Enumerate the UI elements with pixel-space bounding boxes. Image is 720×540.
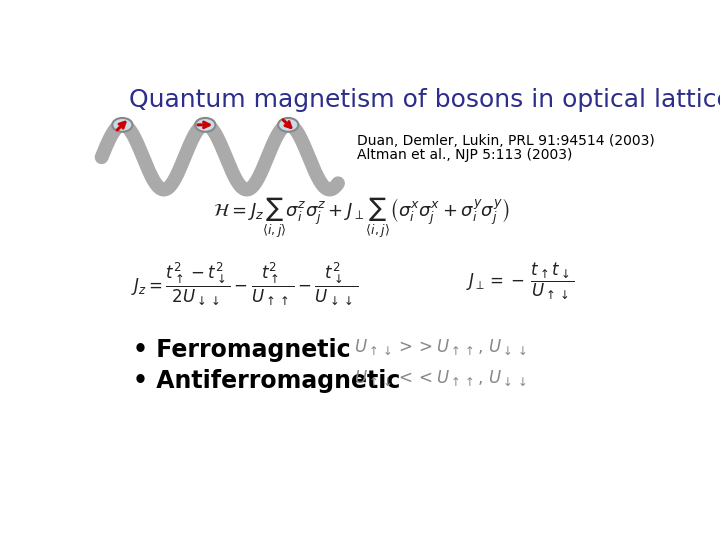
Text: • Antiferromagnetic: • Antiferromagnetic	[132, 369, 400, 393]
Ellipse shape	[278, 118, 298, 132]
Text: $J_\perp = -\, \dfrac{t_\uparrow t_\downarrow}{U_{\uparrow\downarrow}}$: $J_\perp = -\, \dfrac{t_\uparrow t_\down…	[466, 261, 575, 302]
Text: Duan, Demler, Lukin, PRL 91:94514 (2003): Duan, Demler, Lukin, PRL 91:94514 (2003)	[357, 134, 655, 148]
Ellipse shape	[112, 118, 132, 132]
Ellipse shape	[195, 118, 215, 132]
Text: $J_z = \dfrac{t_\uparrow^2 - t_\downarrow^2}{2U_{\downarrow\downarrow}} - \dfrac: $J_z = \dfrac{t_\uparrow^2 - t_\downarro…	[132, 261, 359, 307]
Text: $U_{\uparrow\downarrow} << U_{\uparrow\uparrow},\, U_{\downarrow\downarrow}$: $U_{\uparrow\downarrow} << U_{\uparrow\u…	[354, 369, 526, 388]
Text: • Ferromagnetic: • Ferromagnetic	[132, 338, 350, 362]
Text: $U_{\uparrow\downarrow} >> U_{\uparrow\uparrow},\, U_{\downarrow\downarrow}$: $U_{\uparrow\downarrow} >> U_{\uparrow\u…	[354, 338, 526, 357]
Text: Altman et al., NJP 5:113 (2003): Altman et al., NJP 5:113 (2003)	[357, 148, 572, 162]
Text: Quantum magnetism of bosons in optical lattices: Quantum magnetism of bosons in optical l…	[129, 88, 720, 112]
Text: $\mathcal{H} = J_z \sum_{\langle i,j \rangle} \sigma_i^z \sigma_j^z + J_\perp \s: $\mathcal{H} = J_z \sum_{\langle i,j \ra…	[213, 195, 510, 240]
